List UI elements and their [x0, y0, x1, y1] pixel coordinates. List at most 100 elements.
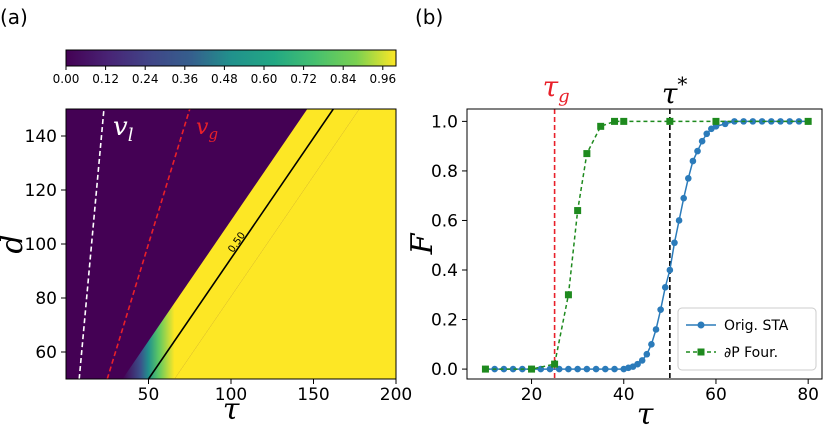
line-panel: 20 40 60 80 0.0 0.2 0.4 0.6 0.8 1.0 τ F τg τ* Or… [405, 70, 823, 431]
colorbar-tick-label: 0.12 [92, 72, 119, 86]
dp-four-point [611, 117, 619, 125]
orig-sta-point [500, 365, 508, 373]
line-y-tick-label: 0.2 [431, 311, 458, 331]
orig-sta-point [652, 326, 660, 333]
orig-sta-point [648, 341, 655, 348]
orig-sta-point [731, 118, 738, 125]
orig-sta-point [749, 118, 757, 125]
v-g-line [106, 109, 191, 379]
colorbar-tick-label: 0.00 [53, 72, 80, 86]
heatmap-x-label: τ [223, 392, 240, 427]
legend-marker-four [697, 348, 705, 356]
orig-sta-point [758, 118, 766, 125]
panel-label-a: (a) [0, 5, 28, 29]
line-frame [466, 108, 823, 380]
heatmap-x-tick-label: 200 [380, 385, 412, 405]
series-dp-four-line [485, 120, 809, 370]
heatmap-x-ticks: 50 100 150 200 [138, 379, 412, 405]
dp-four-point [574, 207, 582, 215]
line-x-label: τ [637, 397, 654, 431]
orig-sta-point [509, 365, 517, 373]
orig-sta-point [786, 118, 794, 125]
orig-sta-point [694, 147, 701, 155]
line-x-tick-label: 40 [613, 385, 635, 405]
panel-label-b: (b) [415, 5, 443, 29]
line-plot-area [481, 109, 812, 379]
heatmap-panel: 0.50 50 100 150 200 60 80 100 120 140 τ d vl vg [0, 108, 412, 427]
colorbar-tick-label: 0.60 [251, 72, 278, 86]
dp-four-point [481, 365, 489, 373]
heatmap-y-tick-label: 60 [35, 343, 57, 363]
orig-sta-point [602, 365, 609, 373]
orig-sta-point [574, 365, 581, 373]
line-x-ticks: 20 40 60 80 [521, 379, 819, 405]
legend-marker-orig [697, 321, 705, 329]
heatmap-y-tick-label: 120 [25, 181, 57, 201]
heatmap-y-tick-label: 80 [35, 289, 57, 309]
colorbar-tick-label: 0.84 [330, 72, 357, 86]
heatmap-y-label: d [0, 234, 30, 253]
heatmap-y-ticks: 60 80 100 120 140 [25, 127, 66, 363]
line-y-tick-label: 1.0 [431, 112, 458, 132]
line-x-tick-label: 60 [705, 385, 727, 405]
orig-sta-point [680, 194, 687, 202]
orig-sta-point [565, 365, 572, 373]
colorbar-tick-label: 0.48 [211, 72, 238, 86]
orig-sta-point [661, 284, 669, 291]
orig-sta-point [592, 365, 600, 373]
orig-sta-point [583, 365, 591, 373]
dp-four-point [620, 117, 628, 125]
heatmap-high-region [174, 109, 396, 379]
tau-star-annotation: τ* [662, 72, 688, 110]
orig-sta-point [721, 120, 729, 128]
line-x-tick-label: 20 [521, 385, 543, 405]
v-g-annotation: vg [196, 115, 218, 143]
legend-label-four: ∂P Four. [724, 345, 778, 361]
orig-sta-point [671, 239, 678, 247]
heatmap-x-tick-label: 150 [297, 385, 329, 405]
orig-sta-point [675, 217, 683, 224]
dp-four-point [712, 117, 720, 125]
heatmap-y-tick-label: 140 [25, 127, 57, 147]
orig-sta-point [611, 365, 618, 373]
colorbar-tick-label: 0.96 [369, 72, 396, 86]
line-y-tick-label: 0.0 [431, 360, 458, 380]
contour-line-0-50 [147, 109, 334, 379]
orig-sta-point [777, 118, 784, 125]
colorbar-tick-label: 0.72 [290, 72, 317, 86]
heatmap-x-tick-label: 100 [215, 385, 247, 405]
colorbar: 0.00 0.12 0.24 0.36 0.48 0.60 0.72 0.84 0.96 [53, 49, 397, 86]
orig-sta-point [689, 157, 697, 165]
colorbar-tick-label: 0.36 [171, 72, 198, 86]
orig-sta-point [634, 360, 641, 368]
orig-sta-point [703, 130, 711, 138]
colorbar-tick-label: 0.24 [132, 72, 159, 86]
v-l-line [78, 109, 105, 379]
orig-sta-point [684, 175, 692, 182]
line-y-tick-label: 0.4 [431, 261, 458, 281]
dp-four-point [666, 117, 674, 125]
tau-g-annotation: τg [543, 70, 570, 107]
dp-four-point [583, 150, 591, 158]
orig-sta-point [643, 350, 651, 358]
colorbar-ticks: 0.00 0.12 0.24 0.36 0.48 0.60 0.72 0.84 0.96 [53, 66, 396, 86]
legend-box [677, 307, 817, 371]
heatmap-area: 0.50 [66, 109, 396, 379]
heatmap-y-tick-label: 100 [25, 235, 57, 255]
line-y-tick-label: 0.6 [431, 211, 458, 231]
line-x-tick-label: 80 [797, 385, 819, 405]
dp-four-point [804, 117, 812, 125]
colorbar-gradient [65, 49, 397, 67]
orig-sta-point [638, 357, 646, 364]
heatmap-x-tick-label: 50 [138, 385, 160, 405]
orig-sta-point [666, 266, 674, 274]
legend-label-orig: Orig. STA [724, 318, 789, 334]
line-y-tick-label: 0.8 [431, 162, 458, 182]
series-orig-sta-line [485, 120, 809, 370]
dp-four-point [597, 122, 605, 130]
dp-four-point [564, 291, 572, 299]
legend: Orig. STA ∂P Four. [677, 307, 817, 371]
line-y-label: F [405, 232, 440, 255]
dp-four-point [528, 365, 536, 373]
orig-sta-point [657, 306, 664, 313]
